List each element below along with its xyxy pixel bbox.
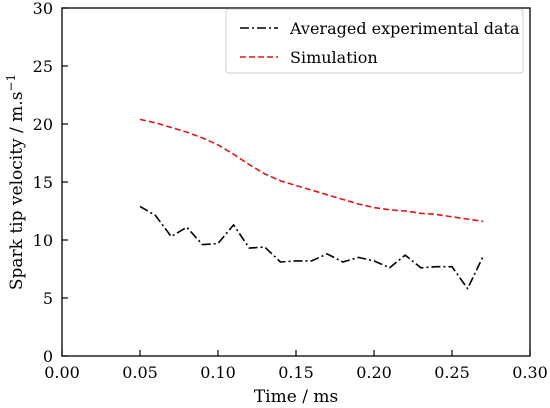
x-tick-label: 0.10 (200, 363, 236, 382)
x-axis-label: Time / ms (254, 387, 338, 407)
y-tick-label: 15 (33, 173, 53, 192)
x-axis-ticks: 0.00 0.05 0.10 0.15 0.20 0.25 0.30 (44, 350, 548, 382)
legend-label-simulation: Simulation (290, 48, 378, 67)
y-axis-ticks: 0 5 10 15 20 25 30 (33, 0, 68, 366)
y-tick-label: 30 (33, 0, 53, 18)
legend-frame (225, 8, 524, 74)
series-line-1 (139, 118, 484, 223)
y-axis-label: Spark tip velocity / m.s−1 (4, 74, 27, 290)
y-axis-label-text: Spark tip velocity / m.s (7, 92, 27, 291)
x-tick-label: 0.15 (278, 363, 314, 382)
legend: Averaged experimental data Simulation (225, 8, 524, 74)
y-tick-label: 20 (33, 115, 53, 134)
legend-label-experimental: Averaged experimental data (289, 19, 520, 38)
x-tick-label: 0.00 (44, 363, 80, 382)
y-tick-label: 0 (43, 347, 53, 366)
y-axis-label-superscript: −1 (4, 74, 18, 92)
y-tick-label: 10 (33, 231, 53, 250)
x-tick-label: 0.25 (434, 363, 470, 382)
series-line-0 (139, 205, 484, 290)
series-layer (139, 118, 484, 290)
y-tick-label: 25 (33, 57, 53, 76)
x-tick-label: 0.30 (512, 363, 548, 382)
y-tick-label: 5 (43, 289, 53, 308)
x-tick-label: 0.05 (122, 363, 158, 382)
x-tick-label: 0.20 (356, 363, 392, 382)
